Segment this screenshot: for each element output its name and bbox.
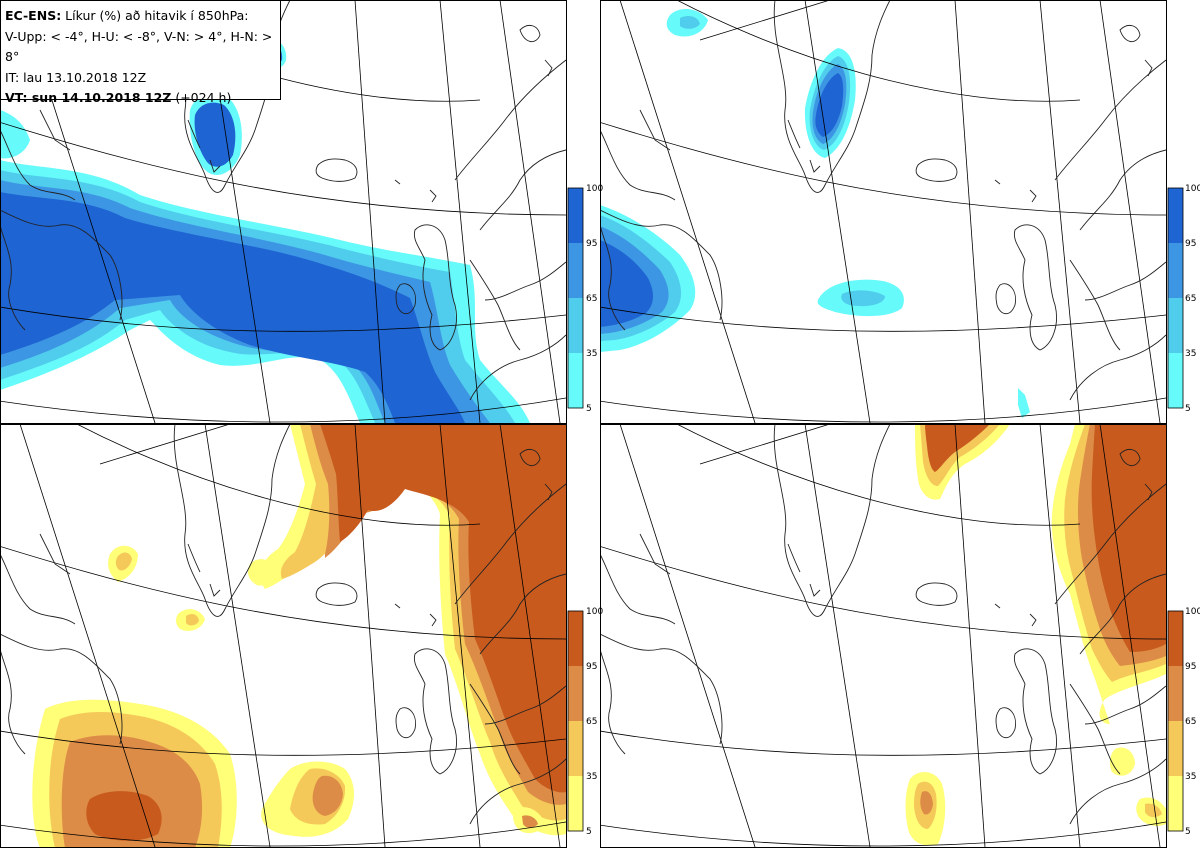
panel-hu <box>600 0 1166 423</box>
colorbar-warm-1: 100 95 65 35 5 <box>567 607 603 837</box>
probability-field <box>600 8 1030 418</box>
colorbar-tick: 100 <box>1185 184 1200 194</box>
colorbar-tick: 35 <box>1185 349 1196 359</box>
colorbar-tick: 100 <box>586 607 603 617</box>
colorbar-tick: 35 <box>1185 772 1196 782</box>
colorbar-tick: 100 <box>1185 607 1200 617</box>
title-line-2: V-Upp: < -4°, H-U: < -8°, V-N: > 4°, H-N… <box>5 28 273 65</box>
colorbar-tick: 95 <box>586 239 597 249</box>
probability-field <box>905 424 1166 846</box>
colorbar-tick: 5 <box>1185 827 1191 837</box>
title-line-1: EC-ENS: Líkur (%) að hitavik í 850hPa: <box>5 6 276 27</box>
valid-time: VT: sun 14.10.2018 12Z <box>5 90 172 105</box>
colorbar-tick: 5 <box>586 404 592 414</box>
panel-vupp <box>0 0 566 423</box>
colorbar-tick: 5 <box>586 827 592 837</box>
colorbar-cold-2: 100 95 65 35 5 <box>1167 184 1200 414</box>
title-line-4: VT: sun 14.10.2018 12Z (+024 h) <box>5 88 276 109</box>
colorbar-tick: 35 <box>586 772 597 782</box>
colorbar-tick: 35 <box>586 349 597 359</box>
probability-field <box>0 38 530 423</box>
panel-vn <box>0 424 566 848</box>
colorbar-tick: 100 <box>586 184 603 194</box>
probability-field <box>32 424 566 848</box>
colorbar-tick: 65 <box>1185 717 1196 727</box>
model-name: EC-ENS: <box>5 8 62 23</box>
colorbar-tick: 95 <box>1185 662 1196 672</box>
colorbar-warm-2: 100 95 65 35 5 <box>1167 607 1200 837</box>
map-title-box: EC-ENS: Líkur (%) að hitavik í 850hPa: V… <box>0 0 281 105</box>
colorbar-tick: 65 <box>1185 294 1196 304</box>
panel-hn <box>600 424 1166 848</box>
colorbar-tick: 65 <box>586 294 597 304</box>
colorbar-cold-1: 100 95 65 35 5 <box>567 184 603 414</box>
colorbar-tick: 95 <box>586 662 597 672</box>
colorbar-tick: 5 <box>1185 404 1191 414</box>
colorbar-tick: 65 <box>586 717 597 727</box>
title-line-3: IT: lau 13.10.2018 12Z <box>5 69 147 85</box>
forecast-lead: (+024 h) <box>171 90 232 105</box>
colorbar-tick: 95 <box>1185 239 1196 249</box>
title-description: Líkur (%) að hitavik í 850hPa: <box>61 8 249 23</box>
